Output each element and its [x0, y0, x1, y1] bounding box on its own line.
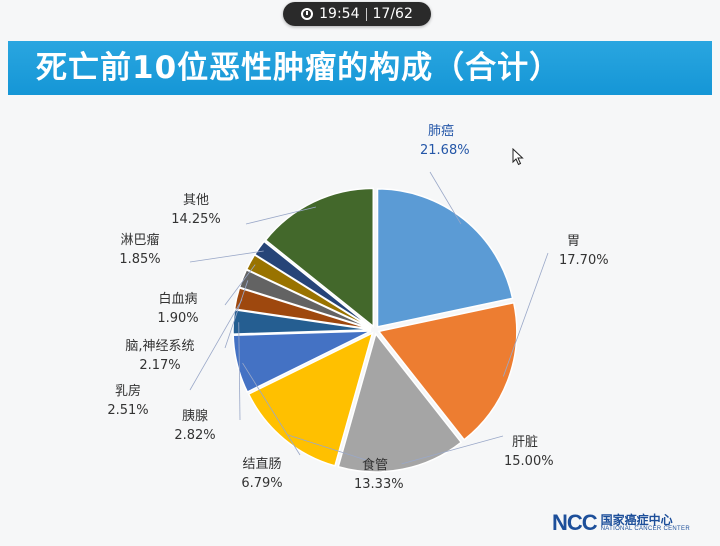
- slice-name-label-0: 肺癌: [428, 123, 454, 139]
- logo-name-en: NATIONAL CANCER CENTER: [600, 526, 690, 532]
- pie-slice-1: [377, 301, 518, 441]
- title-bar: 死亡前10位恶性肿瘤的构成（合计）: [8, 41, 712, 95]
- logo-text: NCC: [552, 510, 598, 535]
- leader-line-4: [242, 362, 301, 456]
- leader-line-1: [502, 252, 549, 377]
- clock-icon: [301, 8, 314, 20]
- slice-name-label-2: 肝脏: [512, 435, 538, 450]
- slice-name-label-7: 脑,神经系统: [125, 339, 194, 354]
- slice-value-label-5: 2.82%: [174, 428, 215, 443]
- status-separator: [365, 7, 367, 21]
- logo-name-cn: 国家癌症中心: [600, 513, 673, 527]
- ncc-logo: NCC 国家癌症中心 NATIONAL CANCER CENTER: [552, 508, 690, 538]
- leader-line-2: [401, 435, 504, 465]
- slice-value-label-8: 1.90%: [157, 311, 198, 326]
- leader-line-7: [224, 280, 249, 349]
- status-time: 19:54: [319, 6, 360, 22]
- leader-line-6: [189, 299, 243, 391]
- status-page: 17/62: [372, 6, 413, 22]
- slice-value-label-9: 1.85%: [119, 252, 160, 267]
- logo-side: 国家癌症中心 NATIONAL CANCER CENTER: [601, 514, 690, 532]
- slice-value-label-3: 13.33%: [354, 477, 404, 492]
- pie-slice-2: [337, 332, 463, 473]
- slice-name-label-4: 结直肠: [242, 457, 281, 472]
- pie-slice-9: [253, 240, 373, 329]
- slice-value-label-1: 17.70%: [559, 253, 609, 268]
- slice-labels: 肺癌 21.68% 胃 17.70% 肝脏 15.00% 食管 13.33% 结直肠 6.79% 胰…: [107, 123, 608, 492]
- slice-value-label-0: 21.68%: [420, 143, 470, 158]
- slice-name-label-10: 其他: [183, 193, 209, 208]
- pie-slice-4: [232, 330, 372, 393]
- slice-value-label-4: 6.79%: [241, 476, 282, 491]
- slice-name-label-9: 淋巴瘤: [120, 232, 159, 248]
- leader-line-3: [287, 434, 367, 461]
- slice-name-label-8: 白血病: [158, 291, 197, 307]
- leader-line-9: [189, 250, 264, 263]
- slice-value-label-6: 2.51%: [107, 403, 148, 418]
- leader-line-10: [245, 206, 317, 225]
- pie-slice-3: [247, 331, 374, 467]
- slice-name-label-5: 胰腺: [182, 409, 208, 424]
- pie-slice-10: [264, 187, 375, 328]
- leader-line-5: [238, 322, 241, 421]
- leader-line-0: [429, 171, 462, 225]
- leader-lines: [189, 171, 549, 465]
- slice-name-label-1: 胃: [567, 234, 580, 249]
- pie-chart: 肺癌 21.68% 胃 17.70% 肝脏 15.00% 食管 13.33% 结直肠 6.79% 胰…: [107, 123, 608, 492]
- slice-name-label-6: 乳房: [115, 383, 141, 399]
- slide-title: 死亡前10位恶性肿瘤的构成（合计）: [36, 50, 562, 86]
- pie-slices: [232, 187, 518, 473]
- slice-name-label-3: 食管: [362, 457, 388, 473]
- mouse-cursor-icon: [512, 148, 524, 166]
- slice-value-label-10: 14.25%: [171, 212, 221, 227]
- pie-slice-0: [376, 188, 514, 328]
- status-pill: 19:54 17/62: [283, 2, 431, 26]
- leader-line-8: [224, 264, 256, 306]
- logo-mark: NCC: [552, 510, 598, 536]
- slice-value-label-2: 15.00%: [504, 454, 554, 469]
- slice-value-label-7: 2.17%: [139, 358, 180, 373]
